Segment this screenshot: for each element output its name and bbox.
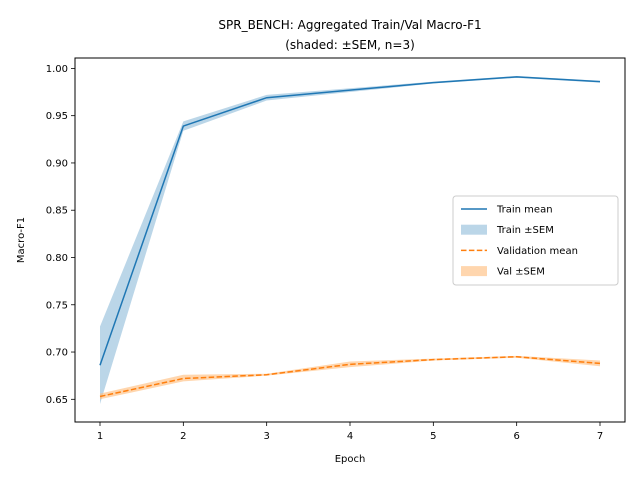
x-tick-label: 6 (513, 431, 519, 442)
data-point (349, 364, 351, 366)
legend-label-train-sem: Train ±SEM (496, 225, 554, 236)
sem-band-validation (100, 355, 600, 400)
chart-title: SPR_BENCH: Aggregated Train/Val Macro-F1 (218, 18, 481, 32)
legend-label-train-mean: Train mean (496, 205, 553, 216)
series-line-validation (99, 356, 601, 398)
y-tick-label: 0.70 (46, 348, 68, 359)
data-point (349, 89, 351, 91)
data-point (599, 363, 601, 365)
data-point (516, 356, 518, 358)
y-tick-label: 0.95 (46, 111, 68, 122)
y-tick-label: 0.80 (46, 253, 68, 264)
data-point (266, 97, 268, 99)
legend-swatch-validation-sem (461, 266, 487, 277)
data-point (99, 396, 101, 398)
legend-swatch-train-sem (461, 224, 487, 235)
x-tick-label: 4 (347, 431, 353, 442)
legend-label-validation-sem: Val ±SEM (497, 267, 545, 278)
data-point (433, 82, 435, 84)
axis-ticks: 1 2 3 4 5 6 7 0.65 0.70 0.75 0.80 0.85 0.90 0.95 1.00 (46, 64, 603, 442)
x-tick-label: 2 (180, 431, 186, 442)
legend-box (452, 195, 619, 286)
x-tick-label: 5 (430, 431, 436, 442)
x-tick-label: 1 (97, 431, 103, 442)
y-tick-label: 1.00 (46, 64, 68, 75)
y-axis-label: Macro-F1 (16, 217, 27, 263)
x-axis-label: Epoch (335, 454, 366, 465)
x-tick-label: 7 (597, 431, 603, 442)
y-tick-label: 0.90 (46, 158, 68, 169)
y-tick-label: 0.65 (46, 395, 68, 406)
data-point (599, 81, 601, 83)
legend: Train mean Train ±SEM Validation mean Val ±… (452, 195, 619, 286)
y-tick-label: 0.85 (46, 206, 68, 217)
y-tick-label: 0.75 (46, 300, 68, 311)
data-point (183, 125, 185, 127)
series-line-train (99, 76, 601, 366)
x-tick-label: 3 (263, 431, 269, 442)
data-point (433, 359, 435, 361)
data-point (183, 378, 185, 380)
plot-area (99, 75, 601, 405)
data-point (99, 364, 101, 366)
data-point (516, 76, 518, 78)
legend-label-validation-mean: Validation mean (497, 246, 578, 257)
data-point (266, 374, 268, 376)
chart-subtitle: (shaded: ±SEM, n=3) (285, 38, 415, 52)
